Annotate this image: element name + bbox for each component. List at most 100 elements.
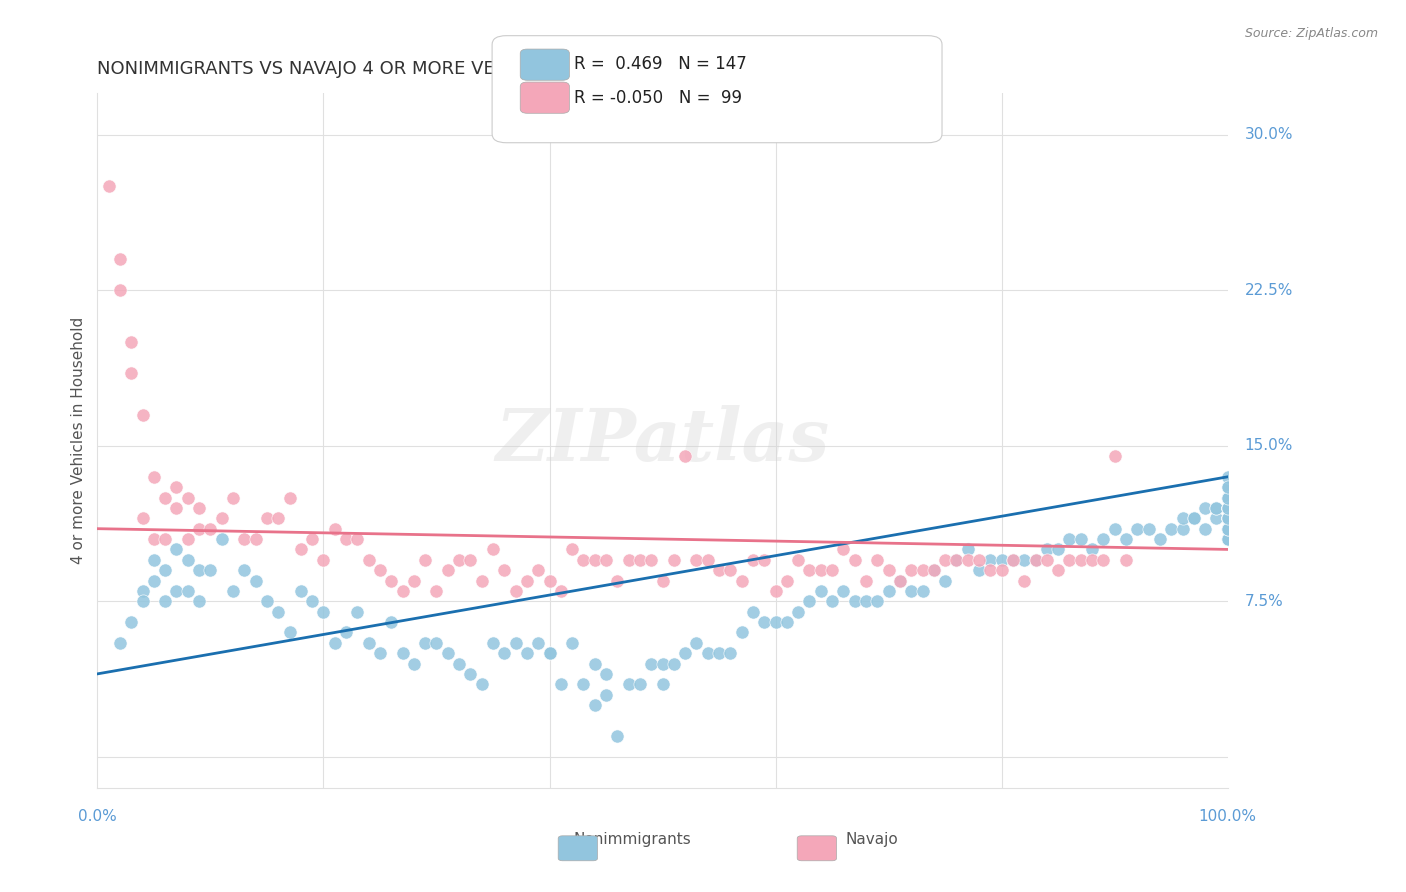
Navajo: [776, 574, 799, 588]
Nonimmigrants: [1171, 522, 1194, 536]
Nonimmigrants: [1001, 553, 1024, 567]
Navajo: [222, 491, 245, 505]
Nonimmigrants: [718, 646, 741, 660]
Navajo: [1012, 574, 1035, 588]
Nonimmigrants: [742, 605, 765, 619]
Navajo: [108, 283, 131, 297]
Navajo: [1059, 553, 1081, 567]
Nonimmigrants: [877, 583, 900, 598]
Nonimmigrants: [1216, 532, 1239, 546]
Navajo: [166, 480, 188, 494]
Nonimmigrants: [922, 563, 945, 577]
Navajo: [934, 553, 956, 567]
Navajo: [821, 563, 844, 577]
Navajo: [505, 583, 527, 598]
Nonimmigrants: [1216, 500, 1239, 515]
Nonimmigrants: [1194, 522, 1216, 536]
Navajo: [1036, 553, 1059, 567]
Navajo: [1081, 553, 1104, 567]
Navajo: [754, 553, 776, 567]
Nonimmigrants: [945, 553, 967, 567]
Nonimmigrants: [1216, 500, 1239, 515]
Navajo: [436, 563, 458, 577]
Nonimmigrants: [1205, 500, 1227, 515]
Nonimmigrants: [821, 594, 844, 608]
Nonimmigrants: [357, 636, 380, 650]
Nonimmigrants: [617, 677, 640, 691]
Navajo: [731, 574, 754, 588]
Navajo: [482, 542, 505, 557]
Nonimmigrants: [731, 625, 754, 640]
Navajo: [832, 542, 855, 557]
Navajo: [945, 553, 967, 567]
Nonimmigrants: [131, 583, 153, 598]
Navajo: [166, 500, 188, 515]
Nonimmigrants: [1182, 511, 1205, 525]
Nonimmigrants: [1182, 511, 1205, 525]
Nonimmigrants: [527, 636, 550, 650]
Nonimmigrants: [1216, 480, 1239, 494]
Navajo: [1115, 553, 1137, 567]
Nonimmigrants: [1036, 542, 1059, 557]
Navajo: [787, 553, 810, 567]
Text: 100.0%: 100.0%: [1199, 809, 1257, 823]
Nonimmigrants: [934, 574, 956, 588]
Nonimmigrants: [108, 636, 131, 650]
Nonimmigrants: [1216, 500, 1239, 515]
Nonimmigrants: [1216, 532, 1239, 546]
Nonimmigrants: [188, 563, 211, 577]
Nonimmigrants: [200, 563, 222, 577]
Nonimmigrants: [391, 646, 413, 660]
Nonimmigrants: [211, 532, 233, 546]
Navajo: [707, 563, 730, 577]
Navajo: [323, 522, 346, 536]
Nonimmigrants: [449, 657, 471, 671]
Text: 0.0%: 0.0%: [77, 809, 117, 823]
Navajo: [640, 553, 662, 567]
Navajo: [550, 583, 572, 598]
Text: Navajo: Navajo: [845, 832, 898, 847]
Nonimmigrants: [640, 657, 662, 671]
Navajo: [1092, 553, 1115, 567]
Nonimmigrants: [346, 605, 368, 619]
Nonimmigrants: [494, 646, 516, 660]
Navajo: [188, 522, 211, 536]
Nonimmigrants: [177, 553, 200, 567]
Nonimmigrants: [1216, 491, 1239, 505]
Nonimmigrants: [561, 636, 583, 650]
Navajo: [1047, 563, 1070, 577]
Nonimmigrants: [1216, 522, 1239, 536]
Nonimmigrants: [583, 698, 606, 712]
Nonimmigrants: [402, 657, 425, 671]
Nonimmigrants: [120, 615, 142, 629]
Navajo: [900, 563, 922, 577]
Y-axis label: 4 or more Vehicles in Household: 4 or more Vehicles in Household: [72, 317, 86, 564]
Nonimmigrants: [911, 583, 934, 598]
Nonimmigrants: [685, 636, 707, 650]
Nonimmigrants: [1205, 500, 1227, 515]
Nonimmigrants: [413, 636, 436, 650]
Nonimmigrants: [855, 594, 877, 608]
Text: R =  0.469   N = 147: R = 0.469 N = 147: [574, 55, 747, 73]
Nonimmigrants: [1115, 532, 1137, 546]
Nonimmigrants: [153, 563, 176, 577]
Navajo: [844, 553, 866, 567]
Nonimmigrants: [222, 583, 245, 598]
Nonimmigrants: [301, 594, 323, 608]
Nonimmigrants: [1216, 500, 1239, 515]
Nonimmigrants: [538, 646, 561, 660]
Navajo: [290, 542, 312, 557]
Nonimmigrants: [1216, 522, 1239, 536]
Navajo: [1001, 553, 1024, 567]
Navajo: [922, 563, 945, 577]
Navajo: [1070, 553, 1092, 567]
Nonimmigrants: [188, 594, 211, 608]
Nonimmigrants: [380, 615, 402, 629]
Navajo: [1104, 449, 1126, 463]
Nonimmigrants: [787, 605, 810, 619]
Nonimmigrants: [866, 594, 889, 608]
Navajo: [278, 491, 301, 505]
Navajo: [1025, 553, 1047, 567]
Nonimmigrants: [538, 646, 561, 660]
Nonimmigrants: [967, 563, 990, 577]
